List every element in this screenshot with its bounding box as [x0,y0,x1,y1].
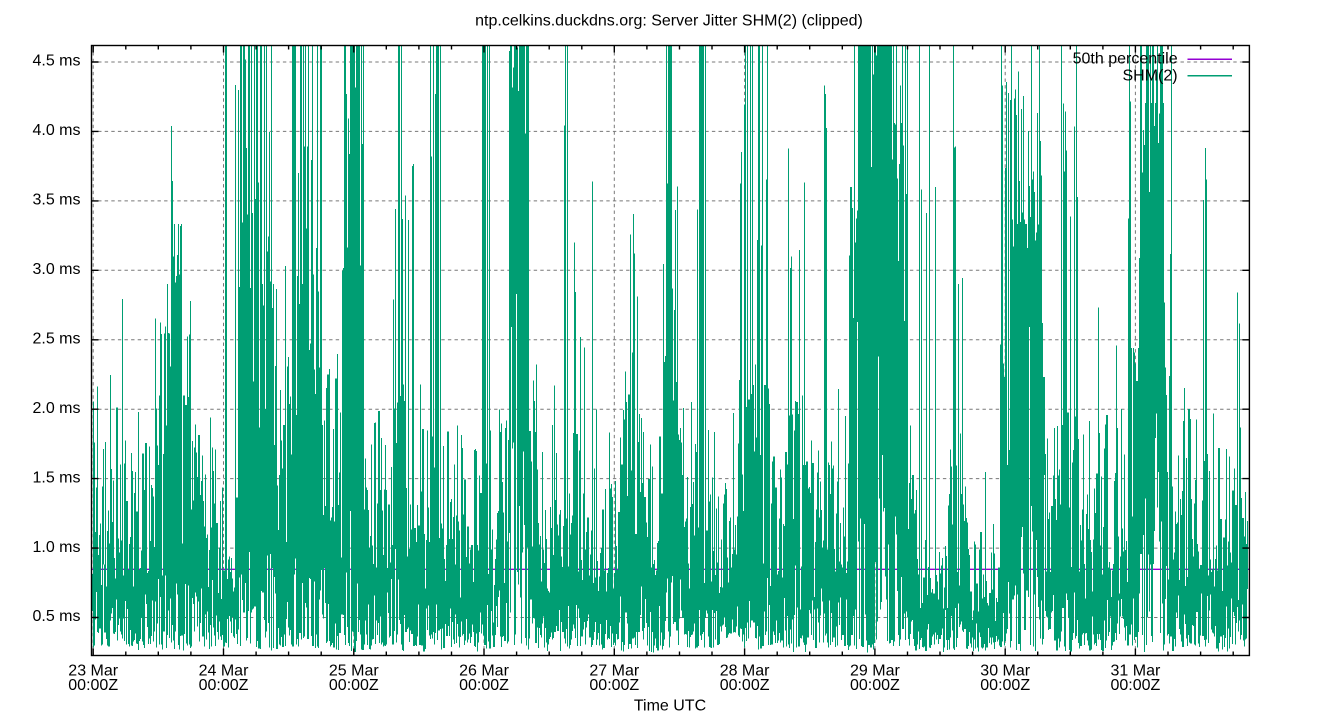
svg-text:50th percentile: 50th percentile [1073,51,1178,68]
svg-text:4.0 ms: 4.0 ms [32,122,80,139]
svg-text:24 Mar: 24 Mar [199,663,249,680]
svg-text:00:00Z: 00:00Z [850,677,900,694]
svg-text:00:00Z: 00:00Z [1110,677,1160,694]
svg-text:3.0 ms: 3.0 ms [32,261,80,278]
svg-text:0.5 ms: 0.5 ms [32,608,80,625]
svg-text:00:00Z: 00:00Z [459,677,509,694]
svg-text:26 Mar: 26 Mar [459,663,509,680]
svg-text:3.5 ms: 3.5 ms [32,192,80,209]
svg-text:2.0 ms: 2.0 ms [32,400,80,417]
svg-text:4.5 ms: 4.5 ms [32,53,80,70]
svg-text:29 Mar: 29 Mar [850,663,900,680]
svg-text:SHM(2): SHM(2) [1122,68,1177,85]
svg-text:Time UTC: Time UTC [634,698,706,715]
svg-text:31 Mar: 31 Mar [1111,663,1161,680]
svg-text:00:00Z: 00:00Z [589,677,639,694]
svg-text:1.5 ms: 1.5 ms [32,469,80,486]
svg-text:00:00Z: 00:00Z [980,677,1030,694]
svg-text:25 Mar: 25 Mar [329,663,379,680]
svg-text:1.0 ms: 1.0 ms [32,539,80,556]
svg-text:00:00Z: 00:00Z [720,677,770,694]
svg-text:28 Mar: 28 Mar [720,663,770,680]
svg-text:00:00Z: 00:00Z [329,677,379,694]
svg-text:00:00Z: 00:00Z [199,677,249,694]
svg-text:2.5 ms: 2.5 ms [32,330,80,347]
svg-text:00:00Z: 00:00Z [68,677,118,694]
svg-text:23 Mar: 23 Mar [68,663,118,680]
svg-text:ntp.celkins.duckdns.org: Serve: ntp.celkins.duckdns.org: Server Jitter S… [475,13,863,30]
svg-text:30 Mar: 30 Mar [980,663,1030,680]
svg-text:27 Mar: 27 Mar [589,663,639,680]
